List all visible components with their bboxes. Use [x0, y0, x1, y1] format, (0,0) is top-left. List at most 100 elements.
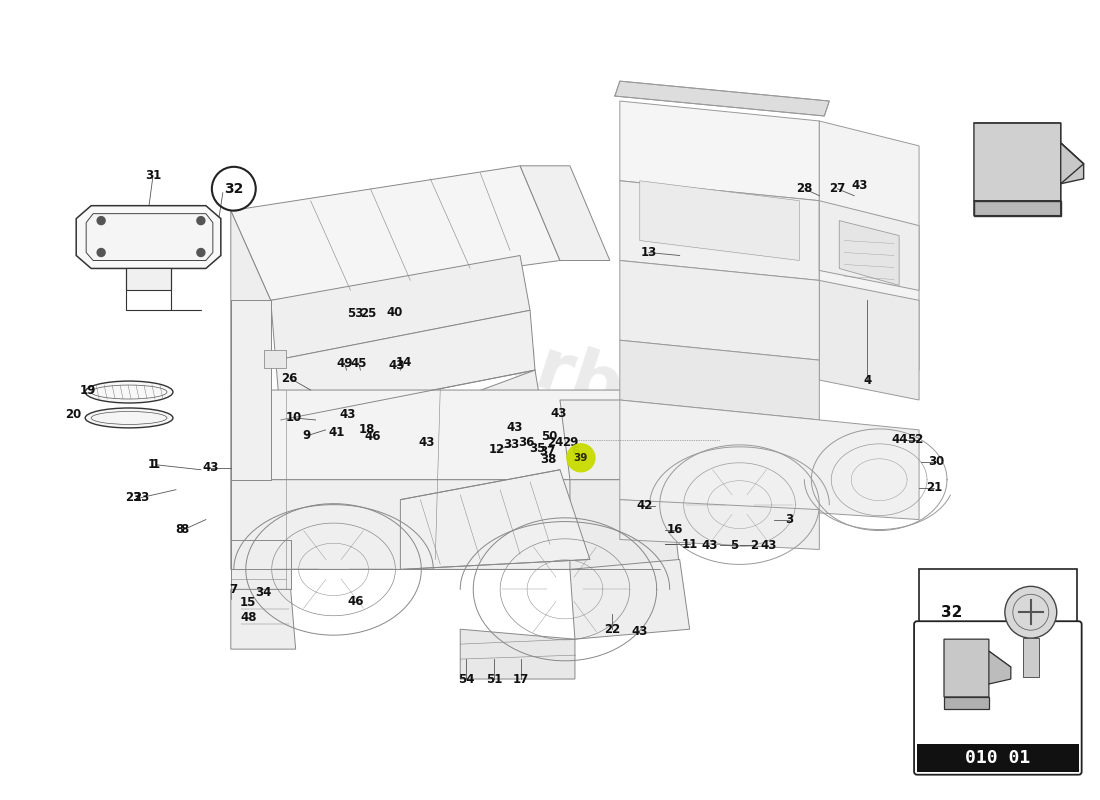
Polygon shape	[231, 539, 290, 590]
Polygon shape	[619, 181, 820, 281]
Text: 39: 39	[574, 453, 589, 462]
Text: 40: 40	[386, 306, 403, 319]
Text: 51: 51	[486, 673, 503, 686]
Polygon shape	[400, 470, 590, 570]
Text: 31: 31	[145, 170, 161, 182]
Text: 5: 5	[730, 539, 739, 552]
Circle shape	[1004, 586, 1057, 638]
Text: 43: 43	[507, 422, 524, 434]
Polygon shape	[560, 400, 670, 480]
Text: 13: 13	[640, 246, 657, 259]
Polygon shape	[820, 281, 920, 400]
Text: 15: 15	[240, 596, 256, 609]
Circle shape	[197, 249, 205, 257]
Text: 52: 52	[906, 434, 923, 446]
Text: 8: 8	[179, 523, 188, 536]
Text: 4: 4	[864, 374, 871, 386]
Text: 18: 18	[359, 423, 375, 436]
Text: 7: 7	[230, 583, 238, 596]
Polygon shape	[820, 201, 920, 290]
Polygon shape	[1023, 638, 1038, 677]
Ellipse shape	[85, 408, 173, 428]
Text: 3: 3	[785, 513, 793, 526]
Polygon shape	[619, 500, 820, 550]
Polygon shape	[271, 255, 530, 360]
Text: 32: 32	[940, 605, 962, 620]
Text: 53: 53	[348, 307, 364, 320]
Text: 48: 48	[241, 610, 257, 624]
Text: 30: 30	[928, 455, 944, 468]
Polygon shape	[615, 81, 829, 116]
Polygon shape	[974, 201, 1060, 216]
Polygon shape	[460, 630, 575, 679]
Polygon shape	[280, 420, 400, 500]
Text: 16: 16	[667, 523, 683, 536]
Text: 25: 25	[361, 307, 376, 320]
Text: 43: 43	[702, 539, 718, 552]
Text: 43: 43	[851, 179, 868, 192]
Text: 28: 28	[796, 182, 813, 195]
Text: 23: 23	[133, 491, 150, 504]
Text: 35: 35	[529, 442, 546, 455]
Text: 43: 43	[418, 436, 434, 450]
Text: 10: 10	[286, 411, 301, 425]
Text: 46: 46	[364, 430, 381, 443]
FancyBboxPatch shape	[917, 744, 1079, 772]
Polygon shape	[570, 480, 680, 570]
FancyBboxPatch shape	[914, 622, 1081, 774]
Text: 24: 24	[547, 436, 563, 450]
Text: 22: 22	[604, 622, 620, 636]
Text: 8: 8	[176, 523, 184, 536]
Polygon shape	[231, 390, 650, 480]
Circle shape	[566, 444, 595, 472]
Polygon shape	[231, 210, 271, 390]
Text: 43: 43	[339, 409, 355, 422]
Text: 34: 34	[255, 586, 272, 599]
Circle shape	[197, 217, 205, 225]
Text: 43: 43	[631, 625, 648, 638]
Polygon shape	[231, 166, 560, 300]
Text: 21: 21	[926, 481, 943, 494]
Text: 43: 43	[388, 358, 405, 372]
Polygon shape	[974, 123, 1084, 201]
Polygon shape	[619, 261, 820, 360]
Text: 20: 20	[65, 409, 81, 422]
Text: 27: 27	[829, 182, 846, 195]
Text: eurocarbparts: eurocarbparts	[264, 248, 836, 492]
Text: 1: 1	[152, 458, 161, 471]
Polygon shape	[570, 559, 690, 639]
FancyBboxPatch shape	[920, 570, 1077, 654]
Text: 9: 9	[302, 430, 310, 442]
Polygon shape	[520, 166, 609, 261]
Text: 19: 19	[80, 383, 97, 397]
Polygon shape	[276, 310, 535, 420]
Text: 38: 38	[540, 454, 557, 466]
Text: 32: 32	[224, 182, 243, 196]
Text: 26: 26	[282, 371, 298, 385]
Text: 36: 36	[518, 436, 535, 450]
Text: 43: 43	[202, 462, 219, 474]
Polygon shape	[231, 590, 296, 649]
Ellipse shape	[85, 381, 173, 403]
Text: 54: 54	[458, 673, 474, 686]
Text: 2: 2	[750, 539, 759, 552]
Polygon shape	[619, 340, 820, 420]
Polygon shape	[76, 206, 221, 269]
Text: 11: 11	[682, 538, 697, 551]
Circle shape	[97, 249, 106, 257]
Polygon shape	[989, 651, 1011, 684]
Polygon shape	[231, 480, 660, 570]
Text: 12: 12	[490, 443, 505, 456]
Text: 010 01: 010 01	[965, 749, 1031, 766]
Text: 33: 33	[503, 438, 519, 451]
Text: 49: 49	[337, 357, 353, 370]
Circle shape	[97, 217, 106, 225]
Text: 42: 42	[637, 499, 653, 512]
Text: 6: 6	[571, 446, 579, 458]
Polygon shape	[640, 181, 800, 261]
Text: 46: 46	[348, 594, 364, 608]
Text: 37: 37	[539, 446, 556, 458]
Text: 1: 1	[147, 458, 156, 471]
Polygon shape	[264, 350, 286, 368]
Polygon shape	[400, 370, 544, 480]
